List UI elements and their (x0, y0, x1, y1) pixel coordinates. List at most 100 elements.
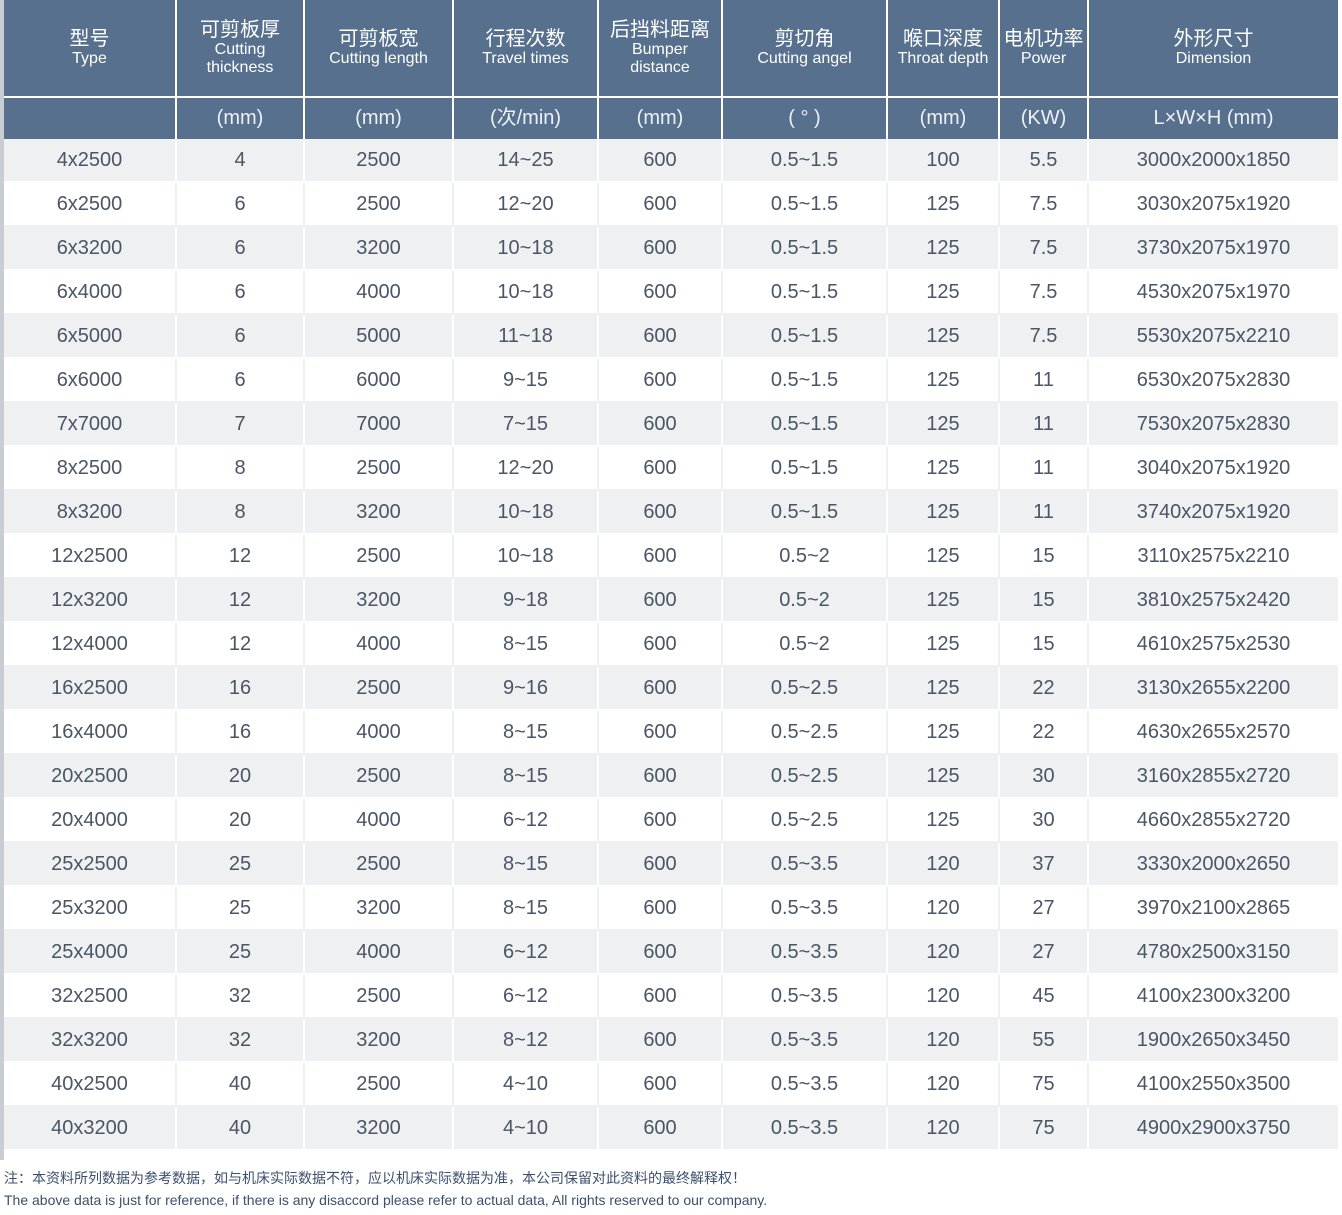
cell-cutting-thickness: 20 (176, 798, 305, 843)
cell-cutting-length: 5000 (304, 314, 454, 359)
unit-cutting-thickness: (mm) (176, 97, 305, 139)
cell-power: 15 (999, 534, 1089, 579)
cell-type: 20x4000 (4, 798, 177, 843)
cell-power: 15 (999, 622, 1089, 667)
cell-cutting-thickness: 4 (176, 139, 305, 183)
header-zh: 型号 (69, 27, 110, 50)
cell-cutting-angel: 0.5~2.5 (722, 754, 888, 799)
cell-cutting-length: 2500 (304, 1062, 454, 1107)
cell-cutting-length: 6000 (304, 358, 454, 403)
cell-cutting-thickness: 25 (176, 886, 305, 931)
cell-cutting-length: 2500 (304, 842, 454, 887)
cell-dimension: 4100x2550x3500 (1088, 1062, 1338, 1107)
cell-dimension: 3040x2075x1920 (1088, 446, 1338, 491)
header-cutting-angel: 剪切角 Cutting angel (722, 0, 888, 98)
cell-power: 22 (999, 666, 1089, 711)
cell-throat-depth: 120 (887, 842, 1000, 887)
header-throat-depth: 喉口深度 Throat depth (887, 0, 1000, 98)
cell-bumper-distance: 600 (598, 710, 723, 755)
cell-bumper-distance: 600 (598, 446, 723, 491)
cell-type: 6x2500 (4, 182, 177, 227)
header-bumper-distance: 后挡料距离 Bumper distance (598, 0, 723, 98)
cell-power: 27 (999, 930, 1089, 975)
cell-bumper-distance: 600 (598, 182, 723, 227)
cell-travel-times: 9~18 (453, 578, 599, 623)
cell-type: 32x3200 (4, 1018, 177, 1063)
cell-bumper-distance: 600 (598, 886, 723, 931)
cell-cutting-length: 2500 (304, 182, 454, 227)
unit-throat-depth: (mm) (887, 97, 1000, 139)
cell-throat-depth: 125 (887, 182, 1000, 227)
cell-type: 6x3200 (4, 226, 177, 271)
cell-type: 25x3200 (4, 886, 177, 931)
table-row: 6x5000 6 5000 11~18 600 0.5~1.5 125 7.5 5530x207… (4, 314, 1338, 359)
cell-cutting-thickness: 40 (176, 1062, 305, 1107)
cell-bumper-distance: 600 (598, 490, 723, 535)
cell-cutting-thickness: 8 (176, 446, 305, 491)
table-row: 6x2500 6 2500 12~20 600 0.5~1.5 125 7.5 3030x207… (4, 182, 1338, 227)
cell-travel-times: 8~15 (453, 622, 599, 667)
header-zh: 可剪板厚 (200, 18, 280, 41)
cell-type: 40x2500 (4, 1062, 177, 1107)
cell-cutting-length: 3200 (304, 490, 454, 535)
cell-type: 8x3200 (4, 490, 177, 535)
cell-cutting-angel: 0.5~1.5 (722, 139, 888, 183)
cell-cutting-thickness: 12 (176, 534, 305, 579)
cell-cutting-length: 3200 (304, 226, 454, 271)
cell-bumper-distance: 600 (598, 270, 723, 315)
cell-dimension: 3000x2000x1850 (1088, 139, 1338, 183)
header-en: Travel times (482, 50, 569, 68)
cell-type: 8x2500 (4, 446, 177, 491)
cell-power: 7.5 (999, 314, 1089, 359)
cell-cutting-length: 4000 (304, 270, 454, 315)
cell-cutting-length: 7000 (304, 402, 454, 447)
cell-cutting-thickness: 6 (176, 358, 305, 403)
cell-cutting-angel: 0.5~2 (722, 622, 888, 667)
cell-travel-times: 4~10 (453, 1062, 599, 1107)
cell-throat-depth: 125 (887, 446, 1000, 491)
cell-throat-depth: 120 (887, 886, 1000, 931)
cell-cutting-angel: 0.5~1.5 (722, 358, 888, 403)
header-travel-times: 行程次数 Travel times (453, 0, 599, 98)
cell-bumper-distance: 600 (598, 1106, 723, 1151)
header-zh: 外形尺寸 (1173, 27, 1254, 50)
header-en: Bumper distance (630, 41, 690, 77)
cell-power: 30 (999, 798, 1089, 843)
cell-power: 15 (999, 578, 1089, 623)
header-zh: 喉口深度 (903, 27, 983, 50)
cell-throat-depth: 125 (887, 666, 1000, 711)
cell-travel-times: 10~18 (453, 270, 599, 315)
cell-cutting-angel: 0.5~1.5 (722, 446, 888, 491)
cell-dimension: 6530x2075x2830 (1088, 358, 1338, 403)
cell-type: 25x4000 (4, 930, 177, 975)
spec-table: 型号 Type 可剪板厚 Cutting thickness 可剪板宽 Cutting… (4, 0, 1338, 1151)
cell-power: 11 (999, 402, 1089, 447)
cell-power: 7.5 (999, 270, 1089, 315)
cell-power: 27 (999, 886, 1089, 931)
header-type: 型号 Type (4, 0, 177, 98)
cell-dimension: 4100x2300x3200 (1088, 974, 1338, 1019)
cell-throat-depth: 125 (887, 402, 1000, 447)
table-row: 6x3200 6 3200 10~18 600 0.5~1.5 125 7.5 3730x207… (4, 226, 1338, 271)
cell-cutting-length: 3200 (304, 1018, 454, 1063)
cell-bumper-distance: 600 (598, 754, 723, 799)
table-row: 20x2500 20 2500 8~15 600 0.5~2.5 125 30 3160x285… (4, 754, 1338, 799)
cell-bumper-distance: 600 (598, 402, 723, 447)
table-row: 25x4000 25 4000 6~12 600 0.5~3.5 120 27 4780x250… (4, 930, 1338, 975)
cell-bumper-distance: 600 (598, 578, 723, 623)
cell-cutting-angel: 0.5~3.5 (722, 886, 888, 931)
header-en: Type (72, 50, 107, 68)
header-zh: 电机功率 (1003, 27, 1084, 50)
cell-dimension: 3160x2855x2720 (1088, 754, 1338, 799)
unit-row: (mm) (mm) (次/min) (mm) ( ° ) (mm) (KW) L… (4, 97, 1338, 139)
cell-cutting-angel: 0.5~1.5 (722, 270, 888, 315)
cell-travel-times: 6~12 (453, 974, 599, 1019)
cell-throat-depth: 125 (887, 798, 1000, 843)
cell-throat-depth: 120 (887, 1106, 1000, 1151)
cell-cutting-length: 2500 (304, 666, 454, 711)
cell-power: 75 (999, 1106, 1089, 1151)
cell-dimension: 3130x2655x2200 (1088, 666, 1338, 711)
cell-cutting-thickness: 16 (176, 710, 305, 755)
cell-power: 11 (999, 446, 1089, 491)
table-row: 20x4000 20 4000 6~12 600 0.5~2.5 125 30 4660x285… (4, 798, 1338, 843)
